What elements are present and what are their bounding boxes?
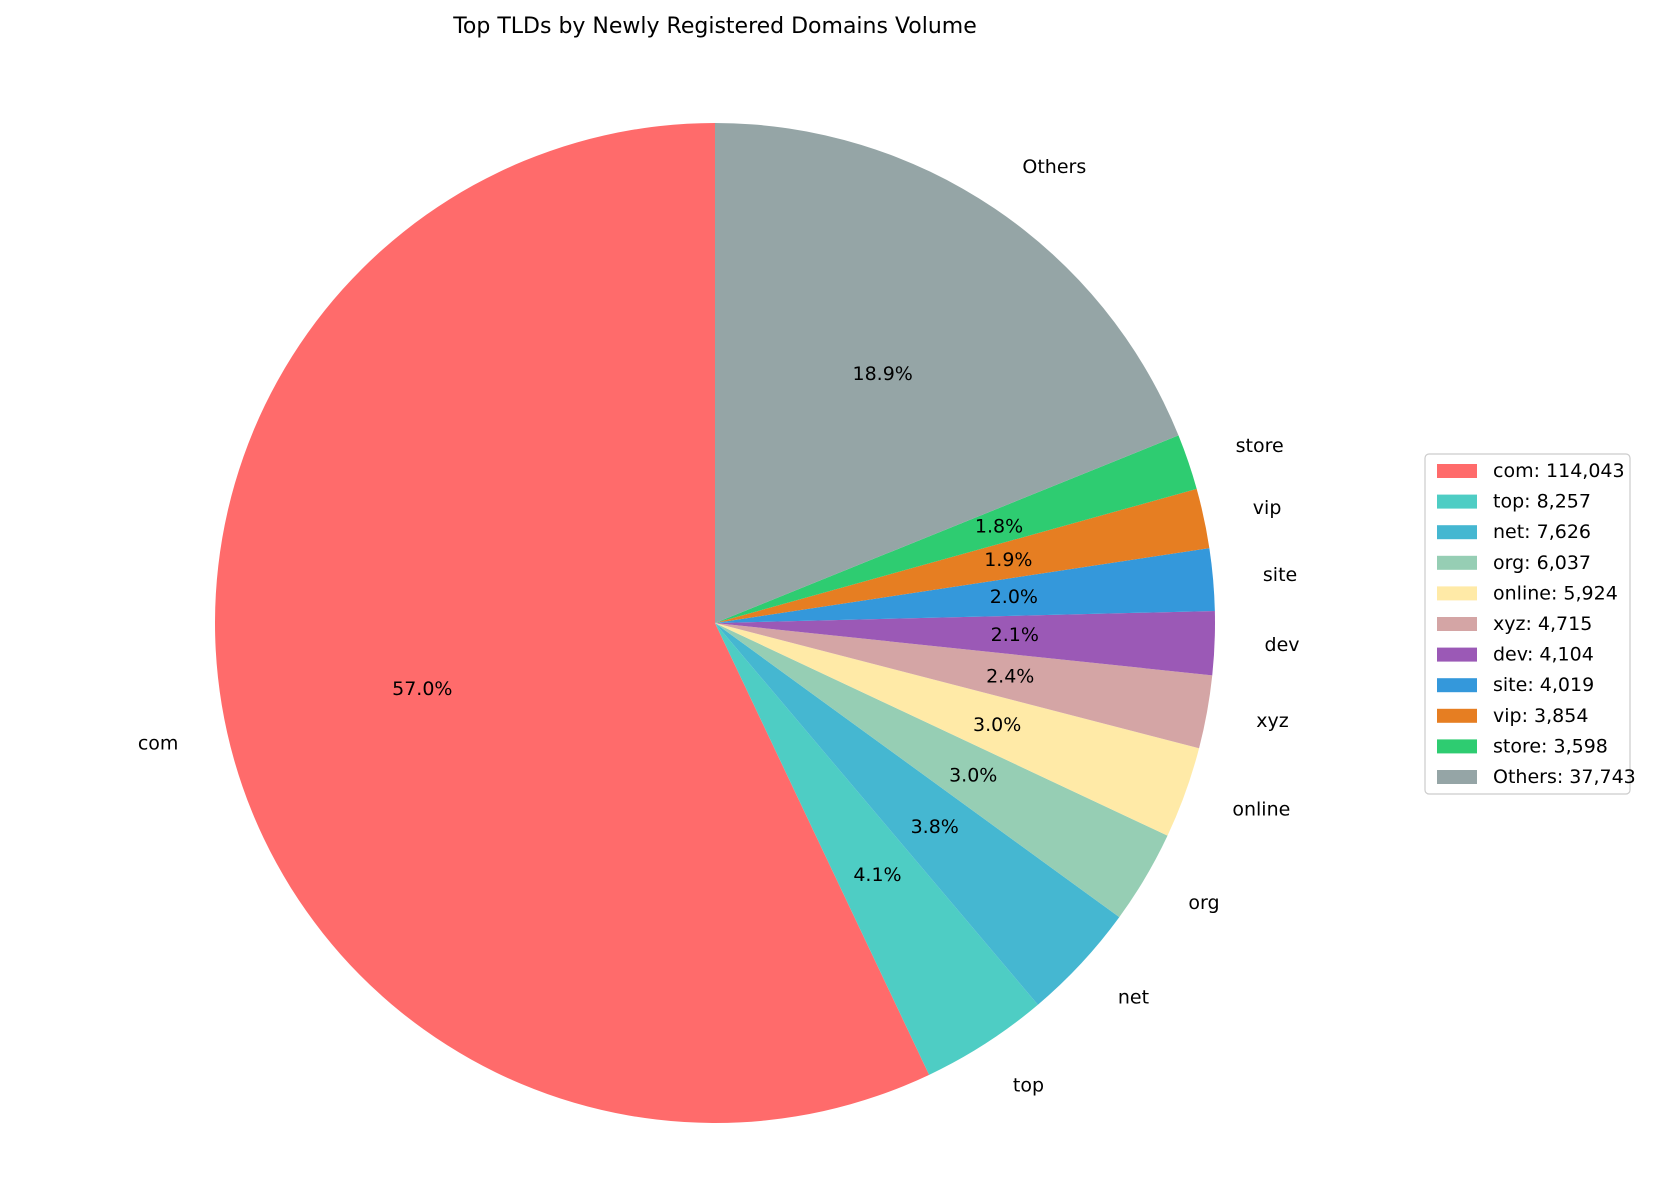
slice-label-com: com	[138, 733, 179, 755]
legend-swatch-vip	[1437, 708, 1477, 723]
pie-slice-xyz	[715, 623, 1213, 749]
pie-slices	[214, 123, 1215, 1123]
percent-label-net: 3.8%	[911, 816, 959, 838]
legend-label-dev: dev: 4,104	[1493, 644, 1594, 666]
legend-label-others: Others: 37,743	[1493, 766, 1636, 788]
percent-label-org: 3.0%	[949, 765, 997, 787]
legend-swatch-com	[1437, 464, 1477, 478]
legend-label-store: store: 3,598	[1493, 735, 1608, 757]
legend-swatch-dev	[1437, 647, 1477, 662]
legend-swatch-net	[1437, 525, 1477, 540]
pie-slice-site	[715, 548, 1215, 623]
legend-swatch-top	[1437, 494, 1477, 509]
slice-label-others: Others	[1022, 156, 1086, 178]
pie-slice-vip	[715, 488, 1210, 623]
pie-slice-dev	[715, 610, 1215, 676]
slice-label-org: org	[1188, 892, 1219, 914]
legend-label-org: org: 6,037	[1493, 552, 1591, 574]
percent-label-others: 18.9%	[853, 363, 913, 385]
pie-slice-store	[715, 435, 1197, 623]
slice-label-vip: vip	[1253, 497, 1282, 519]
legend-swatch-org	[1437, 555, 1477, 570]
legend-swatch-store	[1437, 739, 1477, 754]
percent-label-online: 3.0%	[973, 714, 1021, 736]
slice-label-dev: dev	[1265, 634, 1300, 656]
slice-label-net: net	[1118, 986, 1149, 1008]
slice-label-top: top	[1013, 1074, 1044, 1096]
slice-label-xyz: xyz	[1256, 710, 1288, 732]
legend-label-net: net: 7,626	[1493, 521, 1591, 543]
slice-label-site: site	[1263, 564, 1297, 586]
legend-swatch-online	[1437, 586, 1477, 601]
slice-label-store: store	[1236, 435, 1284, 457]
legend-swatch-xyz	[1437, 617, 1477, 631]
legend-label-vip: vip: 3,854	[1493, 705, 1588, 727]
pie-slice-net	[715, 623, 1120, 1005]
percent-label-store: 1.8%	[975, 515, 1023, 537]
percent-labels: 57.0% 4.1% 3.8% 3.0% 3.0% 2.4% 2.1% 2.0% 1.9% 1.8…	[392, 363, 1039, 886]
legend-swatch-site	[1437, 678, 1477, 693]
slice-labels: com top net org online xyz dev site vip store Othe…	[138, 156, 1300, 1096]
legend-label-com: com: 114,043	[1493, 460, 1625, 482]
pie-slice-online	[715, 623, 1200, 836]
legend-label-top: top: 8,257	[1493, 491, 1591, 513]
slice-label-online: online	[1232, 799, 1290, 821]
percent-label-vip: 1.9%	[984, 549, 1032, 571]
pie-slice-top	[715, 623, 1038, 1075]
percent-label-site: 2.0%	[990, 586, 1038, 608]
legend-label-xyz: xyz: 4,715	[1493, 613, 1592, 635]
legend-label-site: site: 4,019	[1493, 674, 1594, 696]
percent-label-xyz: 2.4%	[986, 665, 1034, 687]
pie-slice-others	[715, 123, 1179, 623]
percent-label-dev: 2.1%	[991, 624, 1039, 646]
legend: com: 114,043 top: 8,257 net: 7,626 org: 6,0…	[1424, 453, 1636, 795]
chart-title: Top TLDs by Newly Registered Domains Vol…	[452, 14, 977, 39]
legend-label-online: online: 5,924	[1493, 582, 1618, 604]
pie-slice-org	[715, 623, 1168, 918]
legend-swatch-others	[1437, 770, 1477, 784]
percent-label-top: 4.1%	[853, 864, 901, 886]
percent-label-com: 57.0%	[392, 678, 452, 700]
pie-slice-com	[214, 123, 930, 1123]
